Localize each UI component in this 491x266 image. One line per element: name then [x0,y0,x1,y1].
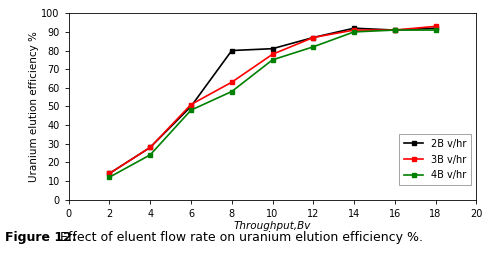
2B v/hr [188,105,194,108]
2B v/hr [229,49,235,52]
2B v/hr [351,27,357,30]
4B v/hr [229,90,235,93]
Text: Effect of eluent flow rate on uranium elution efficiency %.: Effect of eluent flow rate on uranium el… [56,231,423,244]
Text: Figure 12:: Figure 12: [5,231,77,244]
3B v/hr [392,28,398,32]
4B v/hr [351,30,357,34]
2B v/hr [310,36,316,39]
2B v/hr [392,28,398,32]
4B v/hr [433,28,438,32]
3B v/hr [351,28,357,32]
2B v/hr [270,47,275,50]
Line: 2B v/hr: 2B v/hr [107,26,438,176]
Y-axis label: Uranium elution efficiency %: Uranium elution efficiency % [28,31,39,182]
4B v/hr [188,109,194,112]
Line: 3B v/hr: 3B v/hr [107,24,438,176]
2B v/hr [107,172,112,175]
4B v/hr [270,58,275,61]
Legend: 2B v/hr, 3B v/hr, 4B v/hr: 2B v/hr, 3B v/hr, 4B v/hr [399,134,471,185]
3B v/hr [270,53,275,56]
2B v/hr [147,146,153,149]
4B v/hr [147,153,153,156]
3B v/hr [188,103,194,106]
4B v/hr [392,28,398,32]
2B v/hr [433,27,438,30]
3B v/hr [229,81,235,84]
Line: 4B v/hr: 4B v/hr [107,28,438,180]
X-axis label: Throughput,Bv: Throughput,Bv [234,221,311,231]
3B v/hr [147,146,153,149]
3B v/hr [107,172,112,175]
3B v/hr [433,25,438,28]
4B v/hr [107,176,112,179]
4B v/hr [310,45,316,48]
3B v/hr [310,36,316,39]
